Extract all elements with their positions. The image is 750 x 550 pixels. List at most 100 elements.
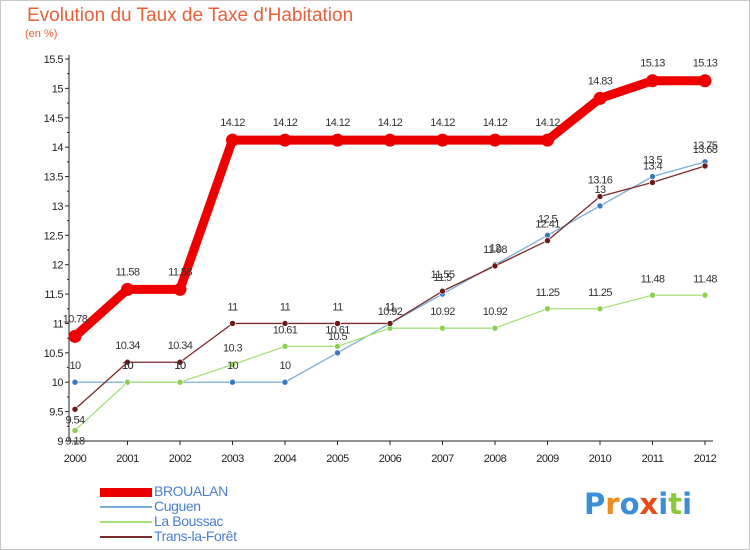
data-point [701, 291, 709, 299]
legend-label: Cuguen [154, 498, 201, 514]
data-label: 10 [69, 360, 81, 372]
legend-swatch [100, 536, 152, 538]
legend-label: BROUALAN [154, 483, 228, 499]
logo-letter: t [668, 487, 683, 521]
data-label: 12.5 [538, 213, 557, 225]
data-label: 11.48 [641, 273, 665, 285]
y-tick-label: 9.5 [49, 407, 63, 419]
chart-title: Evolution du Taux de Taxe d'Habitation [27, 5, 354, 26]
data-point [68, 329, 82, 343]
data-label: 10 [279, 360, 291, 372]
data-label: 10.5 [328, 331, 347, 343]
data-label: 10.61 [325, 324, 350, 336]
data-label: 10 [174, 360, 186, 372]
x-tick-label: 2011 [642, 453, 664, 465]
data-point [544, 237, 551, 244]
data-label: 11 [332, 301, 343, 313]
data-point [649, 291, 656, 299]
x-tick-label: 2009 [536, 453, 559, 465]
data-label: 14.12 [430, 117, 455, 129]
data-label: 10.78 [63, 313, 88, 325]
data-label: 11.48 [693, 273, 717, 285]
data-label: 14.12 [325, 117, 350, 129]
y-tick-label: 15.5 [44, 54, 64, 66]
data-point [331, 133, 344, 147]
data-label: 11.58 [168, 266, 192, 278]
data-point [281, 378, 289, 386]
data-point [281, 343, 289, 350]
data-label: 11.25 [588, 287, 612, 299]
data-label: 10.34 [168, 340, 193, 352]
data-point [596, 305, 604, 313]
data-point [383, 133, 397, 147]
y-tick-label: 11 [53, 318, 64, 330]
data-point [334, 320, 341, 327]
data-point [491, 324, 499, 332]
data-point [593, 91, 607, 105]
data-point [491, 262, 499, 270]
data-label: 11.58 [116, 266, 140, 278]
data-point [334, 343, 341, 350]
data-point [541, 133, 554, 147]
data-point [121, 282, 134, 296]
data-label: 11.5 [433, 272, 452, 284]
x-tick-label: 2000 [64, 453, 87, 465]
data-label: 9.54 [65, 414, 84, 426]
data-label: 13.16 [588, 175, 613, 187]
data-label: 14.12 [535, 117, 560, 129]
logo-letter: x [639, 487, 659, 521]
x-tick-label: 2003 [221, 453, 244, 465]
data-label: 11.25 [536, 287, 560, 299]
data-label: 11.55 [431, 269, 455, 281]
data-point [71, 427, 79, 434]
data-label: 11 [385, 301, 396, 313]
data-point [278, 133, 292, 147]
y-tick-label: 15 [52, 83, 64, 95]
data-point [439, 324, 446, 332]
y-tick-label: 10 [52, 377, 64, 389]
data-label: 13 [594, 184, 606, 196]
data-label: 12 [489, 243, 501, 255]
data-point [649, 173, 656, 180]
y-tick-label: 14 [52, 142, 64, 154]
data-label: 11 [385, 301, 396, 313]
data-label: 14.83 [588, 75, 613, 87]
data-label: 14.12 [220, 117, 245, 129]
logo-letter: P [584, 487, 606, 521]
logo-letter: i [682, 487, 693, 521]
legend-swatch [100, 488, 152, 497]
data-label: 10.92 [430, 306, 455, 318]
legend-swatch [100, 506, 152, 508]
data-point [439, 287, 446, 295]
x-tick-label: 2004 [274, 453, 297, 465]
y-tick-label: 9 [57, 436, 63, 448]
logo-letter: o [619, 487, 640, 521]
x-tick-label: 2008 [484, 453, 507, 465]
legend-label: La Boussac [154, 513, 224, 529]
x-tick-label: 2005 [326, 453, 349, 465]
x-tick-label: 2012 [694, 453, 717, 465]
data-point [229, 378, 236, 386]
data-point [646, 74, 659, 88]
data-point [596, 202, 604, 210]
x-tick-label: 2006 [379, 453, 402, 465]
data-label: 13.5 [643, 155, 662, 167]
data-point [229, 361, 236, 368]
x-tick-label: 2002 [169, 453, 192, 465]
logo-letter: i [658, 487, 669, 521]
data-label: 10 [227, 360, 239, 372]
data-label: 13.4 [643, 160, 662, 172]
data-point [229, 320, 236, 327]
x-tick-label: 2007 [431, 453, 454, 465]
data-label: 10.3 [223, 343, 242, 355]
data-point [124, 358, 131, 366]
legend-label: Trans-la-Forêt [154, 528, 237, 544]
data-point [71, 378, 79, 386]
data-point [386, 320, 394, 327]
data-point [71, 405, 79, 413]
data-point [544, 305, 551, 313]
data-label: 10.92 [483, 306, 508, 318]
data-point [124, 378, 131, 386]
data-label: 15.13 [640, 58, 665, 70]
